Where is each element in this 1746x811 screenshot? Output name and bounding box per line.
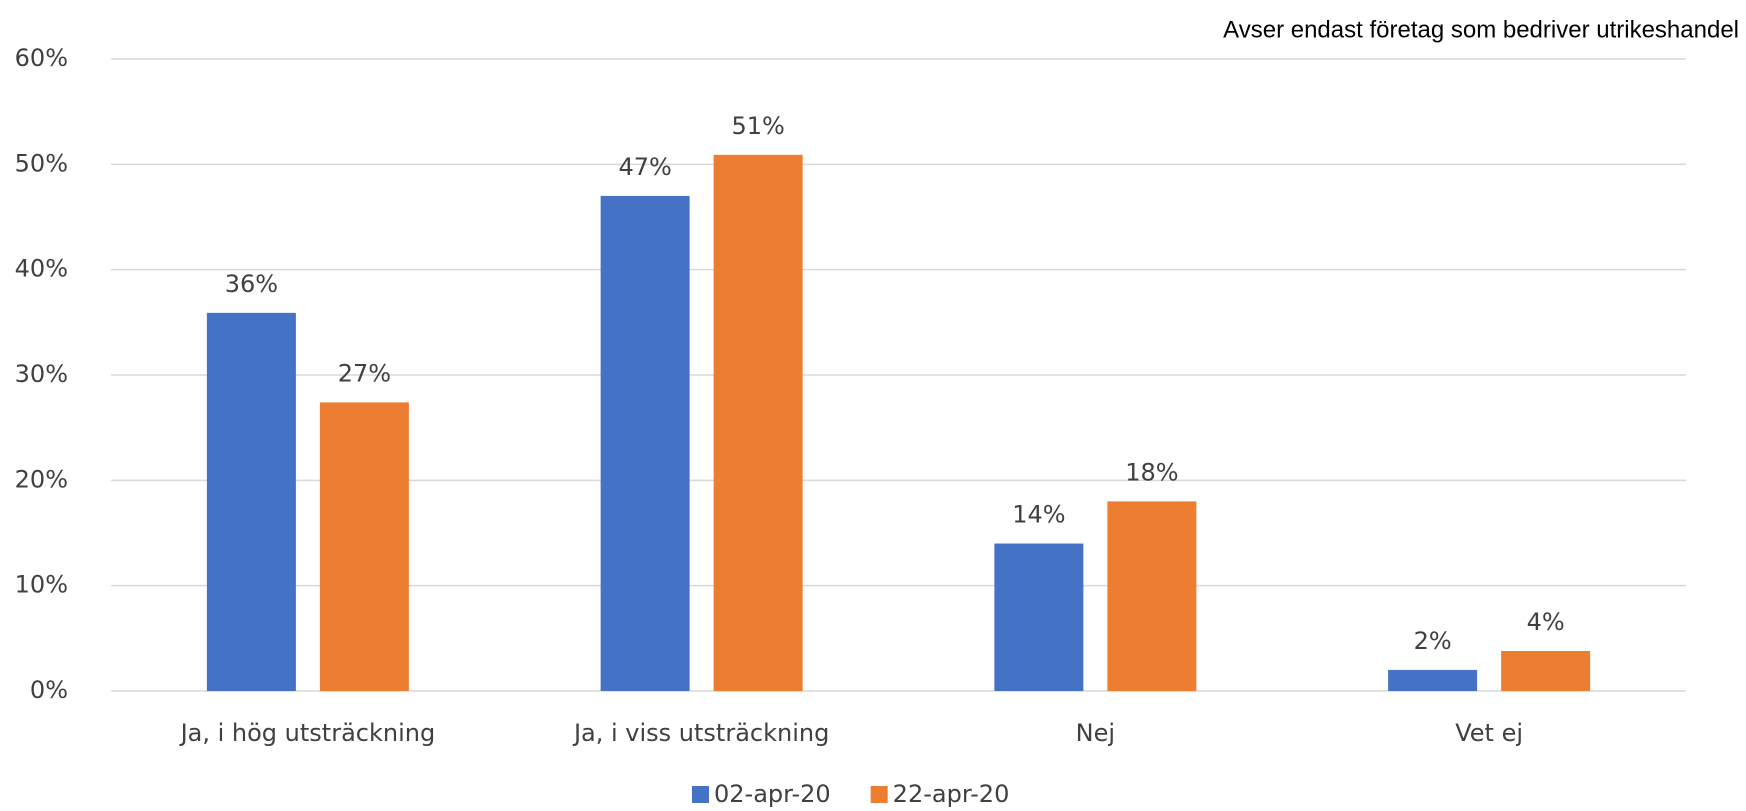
legend-label: 02-apr-20: [714, 780, 831, 808]
y-tick-label: 60%: [15, 44, 68, 72]
bar: [1107, 501, 1197, 691]
x-tick-label: Ja, i viss utsträckning: [572, 719, 829, 747]
y-tick-label: 20%: [15, 465, 68, 493]
value-label: 36%: [225, 270, 278, 298]
legend-swatch: [870, 786, 888, 803]
value-label: 4%: [1527, 608, 1565, 636]
x-tick-label: Nej: [1076, 719, 1115, 747]
bar: [1388, 669, 1478, 691]
bar: [994, 543, 1084, 691]
value-label: 51%: [731, 112, 784, 140]
y-tick-label: 10%: [15, 571, 68, 599]
y-tick-label: 30%: [15, 360, 68, 388]
value-label: 47%: [618, 153, 671, 181]
y-tick-label: 50%: [15, 149, 68, 177]
x-tick-label: Vet ej: [1455, 719, 1523, 747]
x-tick-label: Ja, i hög utsträckning: [179, 719, 436, 747]
bar: [713, 154, 803, 691]
y-tick-label: 40%: [15, 255, 68, 283]
value-label: 2%: [1414, 627, 1452, 655]
legend-label: 22-apr-20: [893, 780, 1010, 808]
annotation: Avser endast företag som bedriver utrike…: [1223, 16, 1739, 43]
value-label: 18%: [1125, 458, 1178, 486]
bar: [600, 195, 690, 691]
y-tick-label: 0%: [30, 676, 68, 704]
bar: [206, 312, 296, 691]
value-label: 14%: [1012, 501, 1065, 529]
bar: [1501, 650, 1591, 691]
value-label: 27%: [338, 359, 391, 387]
bar: [319, 402, 409, 691]
legend-swatch: [692, 786, 709, 803]
